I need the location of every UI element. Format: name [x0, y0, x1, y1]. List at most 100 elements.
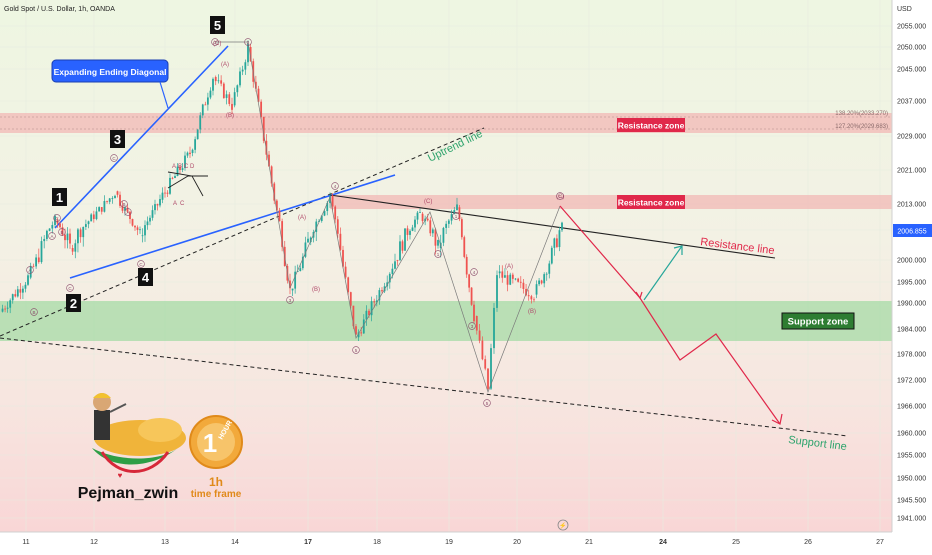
forecast-arrow-2	[771, 413, 783, 425]
candle-body	[254, 81, 257, 89]
candle-body	[365, 310, 368, 320]
time-tick-label: 18	[373, 539, 381, 546]
circled-marker-text: 4	[473, 270, 476, 275]
candle-body	[236, 85, 239, 93]
candle-body	[87, 221, 90, 225]
candle-body	[391, 268, 394, 274]
price-tick-label: 2037.000	[897, 99, 926, 106]
candle-body	[540, 280, 543, 284]
price-tick-label: 2021.000	[897, 168, 926, 175]
circled-marker	[58, 228, 66, 236]
svg-text:A: A	[173, 201, 177, 207]
svg-text:(B): (B)	[226, 113, 234, 119]
time-tick-label: 13	[161, 539, 169, 546]
price-tick-label: 2029.000	[897, 134, 926, 141]
price-axis-panel[interactable]	[892, 0, 932, 550]
svg-text:(A): (A)	[221, 62, 229, 68]
candle-body	[4, 308, 6, 310]
candle-body	[334, 206, 337, 220]
candle-body	[396, 260, 399, 261]
candle-body	[273, 183, 276, 201]
svg-text:D: D	[190, 164, 195, 170]
candle-body	[206, 97, 209, 105]
candle-body	[342, 249, 344, 267]
price-ticks: 2055.000 2050.000 2045.000 2037.000 2029.000…	[897, 24, 926, 523]
price-tick-label: 2045.000	[897, 67, 926, 74]
candle-body	[445, 223, 448, 228]
time-tick-label: 25	[732, 539, 740, 546]
price-tick-label: 1966.000	[897, 404, 926, 411]
circled-marker-text: C	[68, 286, 72, 291]
candle-body	[498, 271, 501, 274]
candle-body	[268, 154, 270, 167]
wave-label-5: 5	[210, 16, 225, 34]
candle-body	[74, 243, 77, 252]
candle-body	[381, 290, 383, 292]
candle-body	[56, 220, 59, 224]
candle-body	[533, 299, 535, 301]
tradingview-icon[interactable]: ⚡	[557, 519, 569, 531]
candle-body	[159, 199, 161, 206]
candle-body	[368, 310, 370, 316]
candle-body	[228, 94, 231, 104]
circled-marker-text: 3	[289, 298, 292, 303]
svg-text:C: C	[180, 201, 185, 207]
candle-body	[214, 77, 217, 82]
candle-body	[309, 237, 312, 242]
candle-body	[217, 80, 220, 82]
circled-marker-text: A	[50, 234, 53, 239]
circled-marker	[110, 154, 118, 162]
candle-body	[161, 192, 164, 200]
candle-body	[487, 368, 489, 389]
candle-body	[344, 266, 347, 278]
candle-body	[144, 225, 146, 236]
support-zone-label: Support zone	[781, 312, 855, 330]
candle-body	[352, 305, 355, 327]
candle-body	[14, 294, 17, 297]
candle-body	[315, 221, 318, 232]
candle-body	[281, 221, 284, 247]
candle-body	[225, 94, 228, 98]
miner-illustration: ♥	[92, 393, 186, 480]
candle-body	[84, 224, 87, 227]
support-trend-line	[0, 337, 849, 437]
circled-marker-text: B	[32, 310, 35, 315]
candle-body	[336, 219, 339, 234]
circled-marker	[244, 38, 252, 46]
time-tick-label: 19	[445, 539, 453, 546]
forecast-arrow-1	[635, 291, 643, 300]
candle-body	[522, 282, 525, 289]
candle-body	[493, 307, 495, 349]
svg-text:2: 2	[70, 296, 77, 311]
circled-marker	[434, 250, 442, 258]
candle-body	[156, 204, 159, 206]
candle-body	[465, 256, 468, 275]
circled-marker-text: 2	[247, 40, 250, 45]
candle-body	[401, 241, 404, 251]
candle-body	[484, 359, 487, 369]
time-axis-panel[interactable]	[0, 532, 892, 550]
candle-body	[35, 257, 37, 267]
svg-text:(C): (C)	[424, 199, 432, 205]
candle-body	[447, 220, 450, 224]
candle-body	[77, 229, 79, 244]
currency-label: USD	[897, 6, 912, 13]
branding: ♥ Pejman_zwin 1 HOUR 1h time frame	[78, 393, 243, 502]
price-tick-label: 1984.000	[897, 327, 926, 334]
svg-text:(C): (C)	[213, 41, 221, 47]
circled-marker-text: C	[112, 156, 116, 161]
candle-body	[299, 268, 302, 272]
candle-body	[124, 207, 126, 211]
candle-body	[506, 275, 509, 285]
candle-body	[421, 213, 424, 222]
circled-marker-text: 5	[355, 348, 358, 353]
candle-body	[530, 296, 533, 300]
candle-body	[103, 201, 106, 212]
circled-marker	[124, 208, 132, 216]
candle-body	[289, 280, 291, 289]
price-tick-label: 1941.000	[897, 516, 926, 523]
candle-body	[241, 69, 244, 72]
candle-body	[538, 280, 540, 285]
candle-body	[355, 326, 357, 335]
circled-marker-text: B	[122, 202, 125, 207]
